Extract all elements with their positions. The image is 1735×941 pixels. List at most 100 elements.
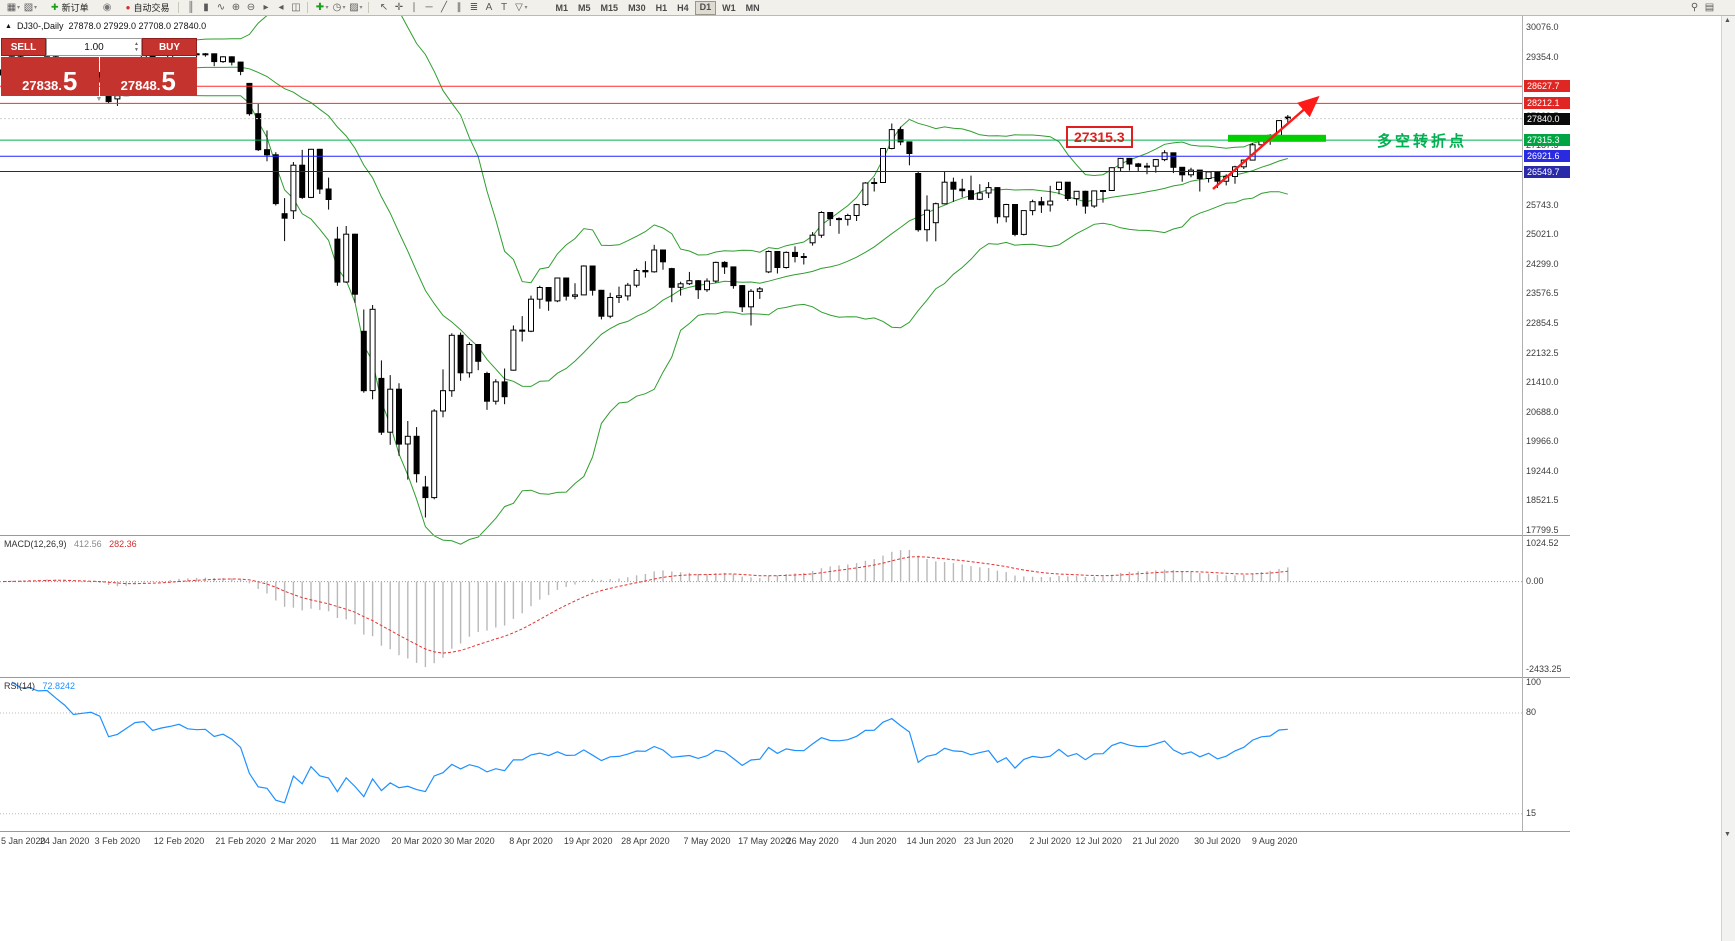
sell-button[interactable]: SELL xyxy=(1,38,46,56)
overlay-lines-layer xyxy=(0,85,1522,190)
spin-down-icon[interactable]: ▼ xyxy=(134,47,139,53)
price-tick: 17799.5 xyxy=(1526,525,1559,535)
toolbar-separator xyxy=(367,2,369,13)
line-price-tag: 27315.3 xyxy=(1524,134,1570,147)
periods-icon-caret[interactable]: ▾ xyxy=(342,5,346,11)
rsi-label: RSI(14) 72.8242 xyxy=(4,681,75,691)
timeframe-w1[interactable]: W1 xyxy=(722,2,736,13)
timeframe-toolbar-group: M1 M5 M15 M30 H1 H4 D1 W1 MN xyxy=(551,0,765,15)
timeframe-mn[interactable]: MN xyxy=(745,2,760,13)
price-tick: 25021.0 xyxy=(1526,229,1559,240)
tile-windows-icon[interactable]: ◫ xyxy=(291,2,301,13)
timeframe-m30[interactable]: M30 xyxy=(628,2,646,13)
symbol-period-label: DJ30-,Daily xyxy=(16,21,64,31)
right-toolbar-group: ⚲ ▤ xyxy=(1687,1,1717,14)
horizontal-line-icon[interactable]: ─ xyxy=(425,2,433,13)
lot-size-value: 1.00 xyxy=(84,41,104,53)
turning-point-note[interactable]: 多空转折点 xyxy=(1377,133,1468,150)
macd-signal-value: 282.36 xyxy=(109,539,137,549)
price-tick: 23576.5 xyxy=(1526,288,1559,299)
buy-button[interactable]: BUY xyxy=(142,38,197,56)
templates-icon[interactable]: ▨ xyxy=(349,2,359,13)
mql5-icon[interactable]: ◉ xyxy=(102,2,112,13)
spin-up-icon[interactable]: ▲ xyxy=(134,41,139,47)
rsi-value: 72.8242 xyxy=(42,681,76,691)
profiles-icon-caret[interactable]: ▾ xyxy=(34,5,38,11)
toolbar-separator xyxy=(307,2,309,13)
line-price-tag: 26921.6 xyxy=(1524,150,1570,163)
price-tick: 24299.0 xyxy=(1526,258,1559,269)
lot-size-input[interactable]: 1.00 ▲ ▼ xyxy=(46,38,142,56)
bar-chart-icon[interactable]: ║ xyxy=(187,2,195,13)
date-label: 4 Jun 2020 xyxy=(851,836,897,846)
rsi-layer xyxy=(0,681,1522,815)
auto-scroll-icon[interactable]: ▸ xyxy=(263,2,269,13)
line-price-tag: 28627.7 xyxy=(1524,80,1570,93)
data-window-icon[interactable]: ▤ xyxy=(1704,2,1715,13)
price-tick: 30076.0 xyxy=(1526,22,1559,32)
file-toolbar-group: ▦ ▾ ▧ ▾ xyxy=(4,1,38,14)
fibonacci-icon[interactable]: ≣ xyxy=(469,2,479,13)
zoom-in-icon[interactable]: ⊕ xyxy=(231,2,241,13)
date-label: 28 Apr 2020 xyxy=(621,836,670,846)
timeframe-m15[interactable]: M15 xyxy=(600,2,619,13)
date-label: 11 Mar 2020 xyxy=(330,836,380,846)
templates-icon-caret[interactable]: ▾ xyxy=(359,5,363,11)
new-order-button[interactable]: ✚ 新订单 xyxy=(46,1,94,14)
new-chart-icon[interactable]: ▦ xyxy=(6,2,17,13)
trendline-icon[interactable]: ╱ xyxy=(440,2,448,13)
scroll-down-icon[interactable]: ▼ xyxy=(1724,831,1731,838)
channel-icon[interactable]: ∥ xyxy=(456,2,462,13)
timeframe-h1[interactable]: H1 xyxy=(655,2,668,13)
new-chart-icon-caret[interactable]: ▾ xyxy=(17,5,21,11)
zoom-out-icon[interactable]: ⊖ xyxy=(246,2,256,13)
autotrading-button[interactable]: ● 自动交易 xyxy=(121,1,175,14)
crosshair-icon[interactable]: ✛ xyxy=(394,2,404,13)
timeframe-m1[interactable]: M1 xyxy=(555,2,569,13)
date-label: 30 Mar 2020 xyxy=(444,836,495,846)
arrows-icon[interactable]: ▽ xyxy=(515,2,523,13)
chart-shift-icon[interactable]: ◂ xyxy=(278,2,284,13)
toolbar: ▦ ▾ ▧ ▾ ✚ 新订单 ◉ ● 自动交易 ║ ▮ ∿ ⊕ ⊖ ▸ ◂ ◫ ✚ ▾ ◷ ▾ ▨ ▾ ↖ ✛ ∣ ─… xyxy=(0,0,1735,16)
sell-price[interactable]: 27838. 5 xyxy=(1,57,99,96)
ohlc-toggle-icon[interactable]: ▲ xyxy=(5,22,12,30)
scroll-up-icon[interactable]: ▲ xyxy=(1724,17,1731,24)
indicators-icon[interactable]: ✚ xyxy=(315,2,325,13)
arrows-icon-caret[interactable]: ▾ xyxy=(524,5,528,11)
price-annotation-box[interactable]: 27315.3 xyxy=(1066,126,1133,148)
current-price-tag: 27840.0 xyxy=(1524,112,1570,125)
date-label: 8 Apr 2020 xyxy=(509,836,553,846)
timeframe-d1[interactable]: D1 xyxy=(694,0,717,15)
cursor-icon[interactable]: ↖ xyxy=(379,2,389,13)
price-tick: 22132.5 xyxy=(1526,347,1559,358)
indicators-icon-caret[interactable]: ▾ xyxy=(325,5,329,11)
buy-price[interactable]: 27848. 5 xyxy=(99,57,197,96)
date-label: 2 Mar 2020 xyxy=(270,836,317,846)
autotrading-label: 自动交易 xyxy=(133,3,170,13)
timeframe-h4[interactable]: H4 xyxy=(677,2,689,13)
label-icon[interactable]: T xyxy=(500,2,508,13)
one-click-expand-icon[interactable]: ▼ xyxy=(95,96,103,103)
date-label: 19 Apr 2020 xyxy=(563,836,613,846)
lot-spinner[interactable]: ▲ ▼ xyxy=(134,41,139,53)
new-order-label: 新订单 xyxy=(61,3,89,13)
ohlc-values: 27878.0 27929.0 27708.0 27840.0 xyxy=(68,21,207,31)
date-label: 2 Jul 2020 xyxy=(1029,836,1071,846)
date-label: 14 Jun 2020 xyxy=(906,836,957,846)
search-icon[interactable]: ⚲ xyxy=(1690,2,1699,13)
date-label: 9 Aug 2020 xyxy=(1251,836,1298,846)
date-label: 23 Jun 2020 xyxy=(963,836,1014,846)
rsi-axis-100: 100 xyxy=(1526,677,1542,687)
candlestick-chart-icon[interactable]: ▮ xyxy=(203,2,209,13)
line-chart-icon[interactable]: ∿ xyxy=(216,2,226,13)
vertical-line-icon[interactable]: ∣ xyxy=(411,2,417,13)
vertical-scrollbar[interactable]: ▲ ▼ xyxy=(1721,15,1735,941)
timeframe-m5[interactable]: M5 xyxy=(578,2,591,13)
macd-axis-min: -2433.25 xyxy=(1526,664,1562,674)
text-icon[interactable]: A xyxy=(485,2,493,13)
date-label: 3 Feb 2020 xyxy=(94,836,141,846)
profiles-icon[interactable]: ▧ xyxy=(23,2,34,13)
periods-icon[interactable]: ◷ xyxy=(332,2,342,13)
